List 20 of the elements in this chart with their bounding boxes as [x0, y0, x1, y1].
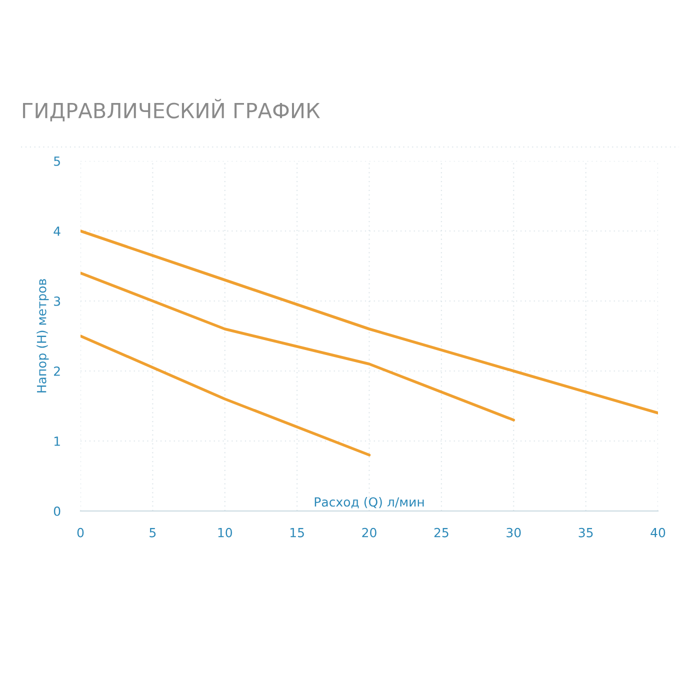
- x-tick-label: 30: [506, 528, 521, 538]
- x-tick-label: 25: [434, 528, 448, 538]
- y-tick-label: 4: [54, 226, 60, 236]
- y-tick-label: 5: [54, 156, 60, 166]
- x-tick-label: 5: [150, 528, 156, 538]
- chart-title: ГИДРАВЛИЧЕСКИЙ ГРАФИК: [23, 98, 320, 122]
- line-series: [80, 230, 658, 414]
- line-series: [80, 272, 516, 422]
- x-axis-title: Расход (Q) л/мин: [314, 497, 424, 508]
- y-axis-title: Напор (H) метров: [36, 279, 49, 392]
- y-tick-label: 1: [54, 436, 60, 446]
- y-tick-label: 3: [54, 296, 60, 306]
- x-tick-label: 35: [578, 528, 593, 538]
- x-tick-label: 10: [218, 528, 232, 538]
- x-tick-label: 15: [290, 528, 304, 538]
- x-tick-label: 20: [362, 528, 376, 538]
- y-tick-label: 0: [54, 506, 60, 516]
- y-tick-label: 2: [54, 366, 60, 376]
- x-tick-label: 0: [77, 528, 84, 538]
- x-tick-label: 40: [650, 528, 666, 538]
